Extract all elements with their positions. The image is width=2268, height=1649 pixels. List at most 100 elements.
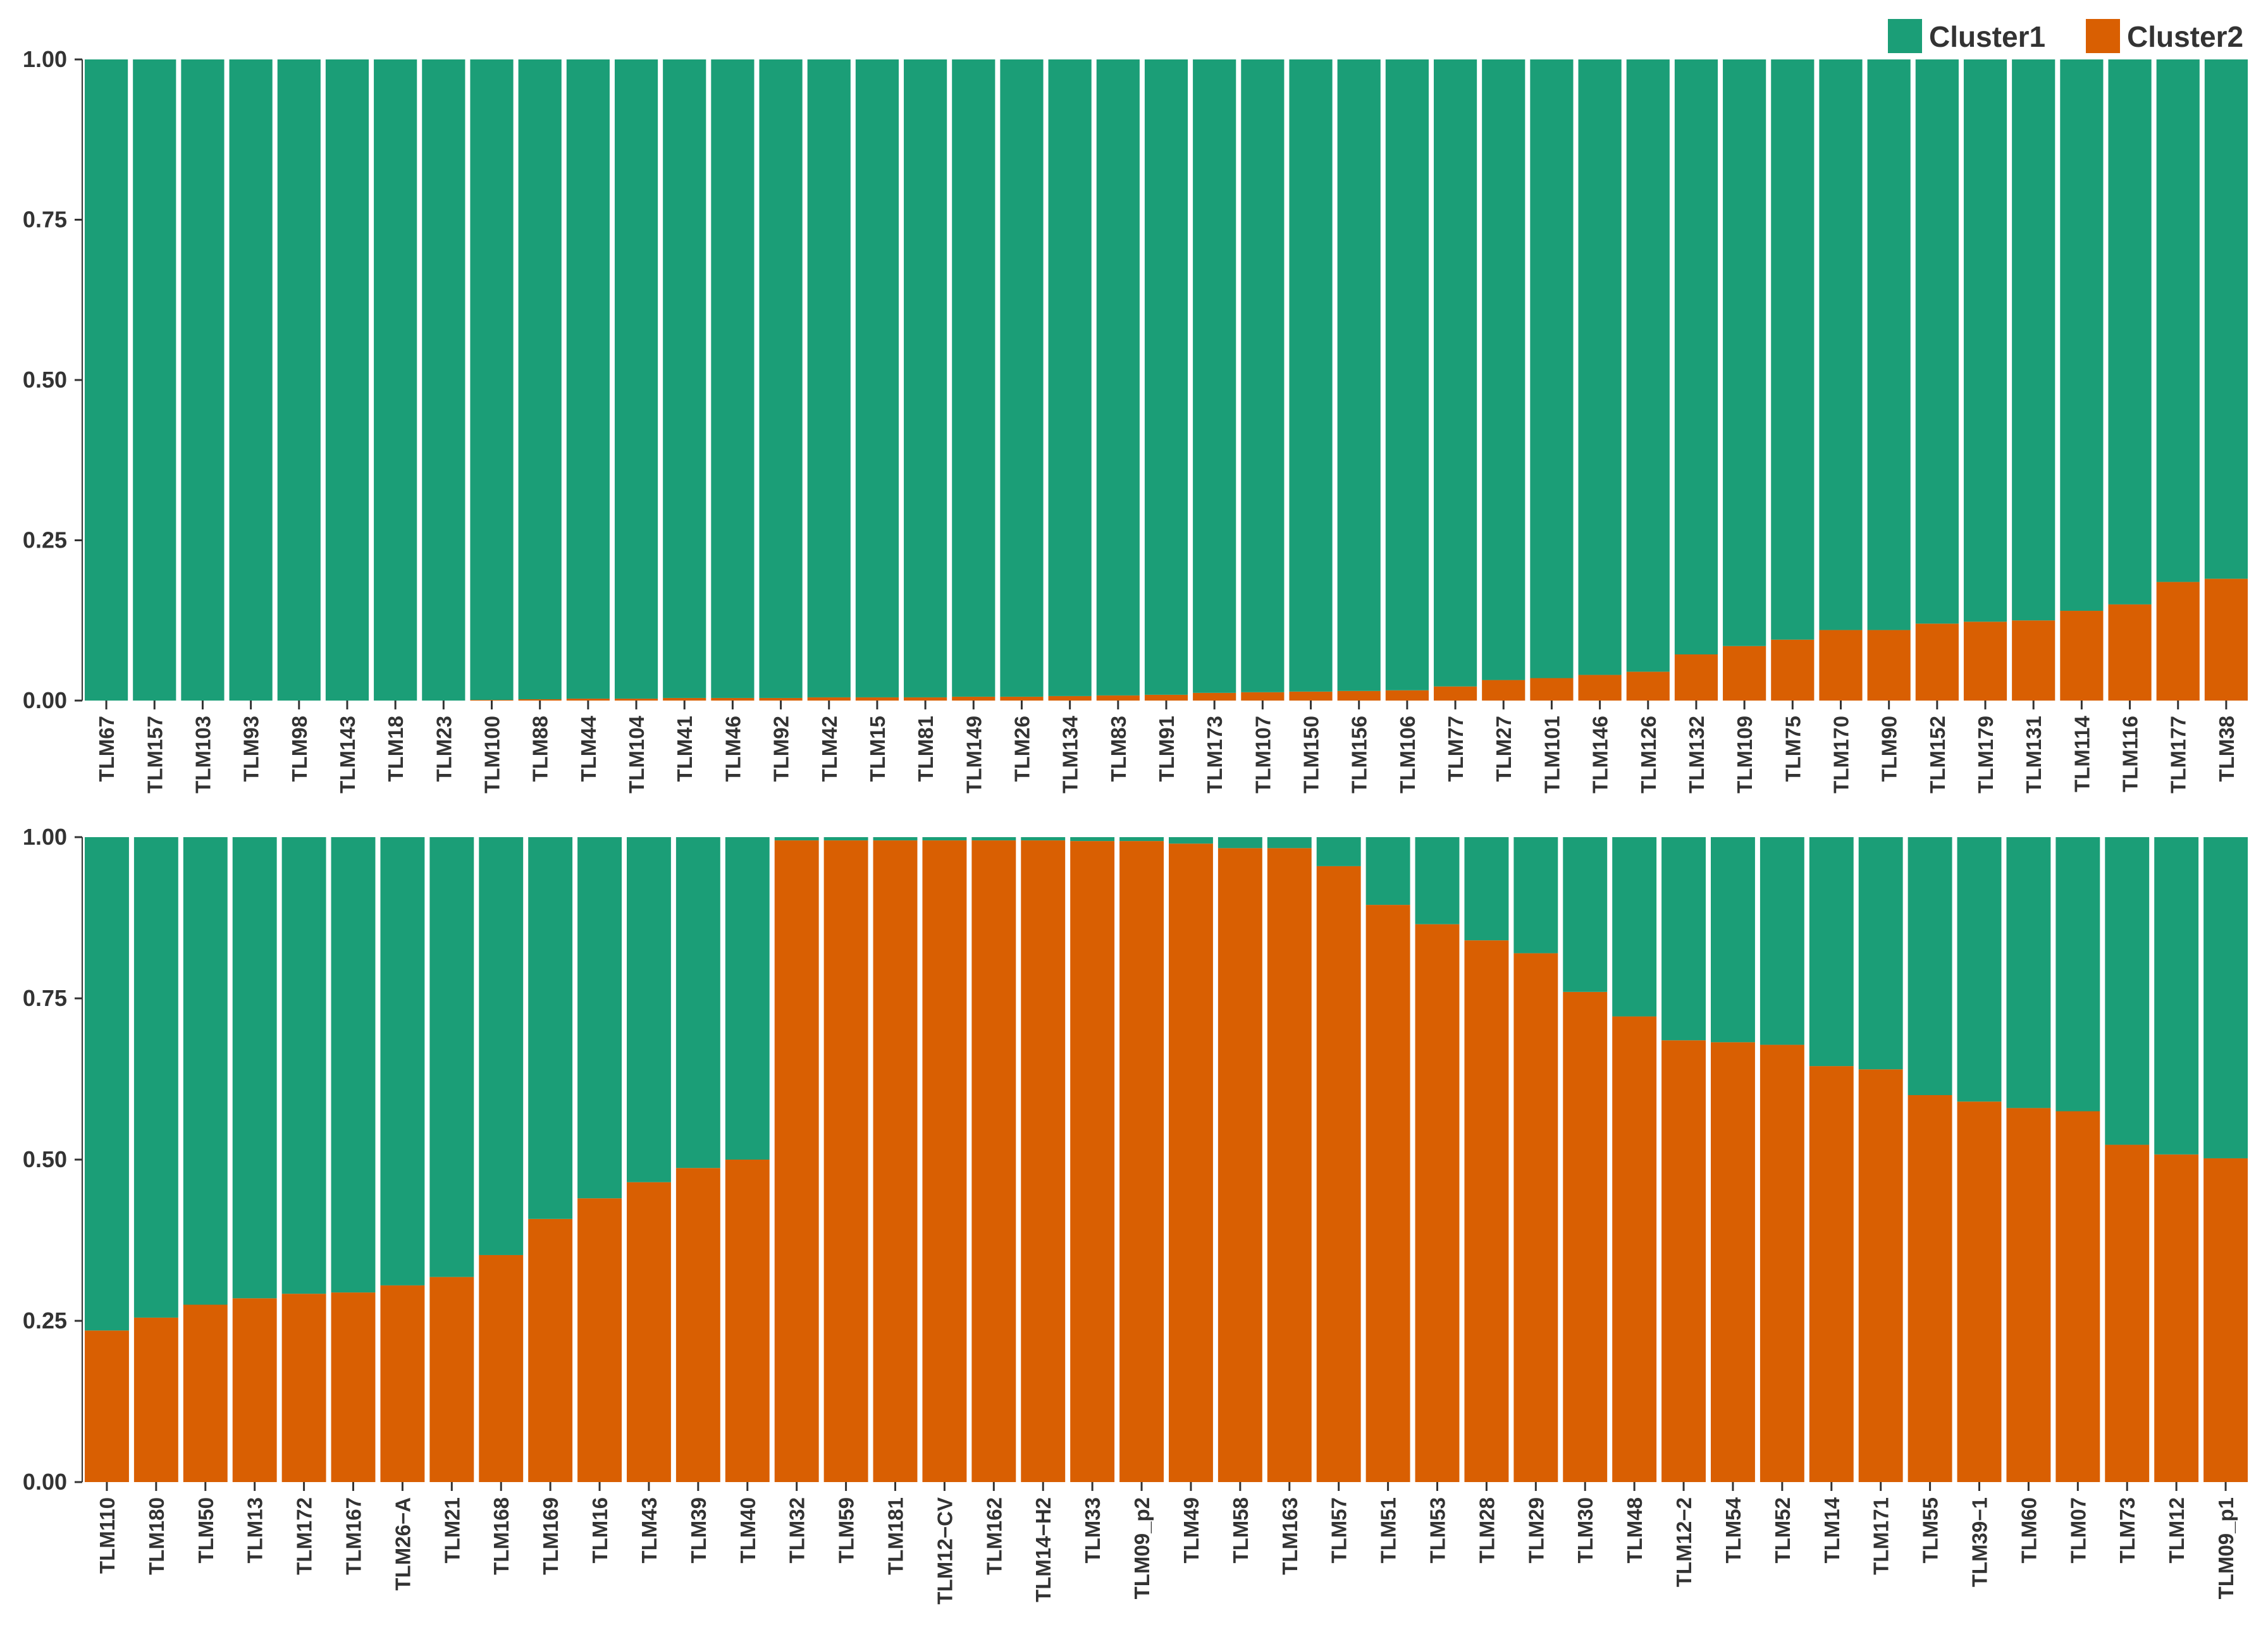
x-category-label: TLM18 [384,716,407,782]
x-category-label: TLM40 [736,1497,760,1564]
bar-segment-cluster2-TLM21 [429,1277,474,1482]
x-category-label: TLM49 [1180,1497,1203,1564]
bar-segment-cluster1-TLM100 [470,59,514,700]
x-category-label: TLM73 [2116,1497,2139,1564]
bar-segment-cluster1-TLM172 [281,837,326,1294]
x-category-label: TLM146 [1589,716,1612,794]
x-category-label: TLM179 [1974,716,1997,794]
bar-segment-cluster2-TLM07 [2055,1111,2100,1482]
x-category-label: TLM168 [490,1497,513,1575]
bar-segment-cluster2-TLM167 [331,1292,376,1482]
x-category-label: TLM150 [1300,716,1323,794]
bar-segment-cluster1-TLM48 [1612,837,1657,1017]
bar-segment-cluster2-TLM28 [1464,940,1509,1482]
bar-segment-cluster2-TLM77 [1433,686,1477,701]
bar-segment-cluster1-TLM39−1 [1957,837,2002,1102]
bar-segment-cluster1-TLM42 [807,59,851,697]
bar-segment-cluster1-TLM126 [1626,59,1670,672]
x-category-label: TLM43 [638,1497,661,1564]
bar-segment-cluster2-TLM156 [1337,690,1381,701]
bar-segment-cluster2-TLM51 [1365,905,1410,1482]
bar-segment-cluster1-TLM26 [1000,59,1044,697]
x-category-label: TLM181 [884,1497,908,1575]
x-category-label: TLM171 [1870,1497,1893,1575]
bar-segment-cluster1-TLM21 [429,837,474,1277]
x-category-label: TLM152 [1926,716,1949,794]
bar-segment-cluster2-TLM107 [1241,692,1285,701]
bar-segment-cluster2-TLM15 [855,697,899,701]
x-category-label: TLM51 [1377,1497,1400,1564]
bar-segment-cluster1-TLM98 [277,59,321,701]
x-category-label: TLM101 [1540,716,1563,794]
x-category-label: TLM32 [786,1497,809,1564]
x-category-label: TLM92 [770,716,793,782]
bar-segment-cluster2-TLM60 [2006,1108,2051,1482]
bar-segment-cluster1-TLM131 [2012,59,2055,621]
bar-segment-cluster1-TLM171 [1858,837,1903,1070]
bar-segment-cluster2-TLM126 [1626,671,1670,701]
x-category-label: TLM29 [1524,1497,1548,1564]
x-category-label: TLM07 [2066,1497,2090,1564]
bar-segment-cluster1-TLM50 [183,837,228,1305]
bar-segment-cluster1-TLM103 [181,59,225,701]
bar-segment-cluster2-TLM110 [85,1330,129,1482]
bar-segment-cluster1-TLM41 [663,59,706,698]
bar-segment-cluster2-TLM14 [1809,1066,1854,1482]
panel-top: 0.00 0.25 0.50 0.75 1.00 TLM67 TLM157 TLM103 TLM… [23,46,2248,794]
bar-segment-cluster2-TLM26 [1000,696,1044,701]
bar-segment-cluster1-TLM106 [1385,59,1429,690]
x-category-label: TLM172 [293,1497,316,1575]
bar-segment-cluster1-TLM110 [85,837,129,1331]
x-category-label: TLM46 [721,716,744,782]
bar-segment-cluster2-TLM13 [232,1298,277,1482]
x-category-label: TLM75 [1781,716,1804,782]
bar-segment-cluster1-TLM09_p2 [1119,837,1164,842]
bar-segment-cluster2-TLM152 [1915,623,1959,701]
bar-segment-cluster1-TLM07 [2055,837,2100,1112]
x-category-label: TLM26−A [391,1497,414,1591]
bar-segment-cluster2-TLM52 [1760,1045,1804,1482]
x-category-label: TLM14−H2 [1032,1497,1055,1602]
bar-segment-cluster1-TLM132 [1674,59,1718,654]
x-category-label: TLM30 [1574,1497,1597,1564]
bar-segment-cluster2-TLM132 [1674,654,1718,701]
bar-segment-cluster1-TLM156 [1337,59,1381,691]
x-category-label: TLM55 [1919,1497,1942,1564]
bar-segment-cluster1-TLM93 [229,59,273,701]
bar-segment-cluster1-TLM134 [1048,59,1092,696]
y-tick-label: 0.50 [23,1146,67,1172]
x-category-label: TLM12−CV [933,1497,956,1605]
x-category-label: TLM169 [539,1497,562,1575]
bar-segment-cluster1-TLM91 [1144,59,1188,695]
bar-segment-cluster1-TLM53 [1415,837,1460,924]
bar-segment-cluster1-TLM55 [1907,837,1952,1095]
bar-segment-cluster1-TLM114 [2060,59,2104,611]
x-category-label: TLM114 [2070,715,2093,792]
bar-segment-cluster1-TLM101 [1530,59,1574,678]
bar-segment-cluster1-TLM116 [2108,59,2152,604]
bar-segment-cluster1-TLM26−A [380,837,425,1285]
bar-segment-cluster1-TLM90 [1867,59,1911,630]
x-category-label: TLM100 [481,716,504,794]
bar-segment-cluster2-TLM181 [873,840,918,1482]
bar-segment-cluster2-TLM09_p2 [1119,841,1164,1482]
bar-segment-cluster2-TLM53 [1415,924,1460,1482]
bar-segment-cluster1-TLM12−CV [922,837,967,841]
bar-segment-cluster1-TLM39 [675,837,720,1168]
bar-segment-cluster2-TLM170 [1819,630,1863,701]
bar-segment-cluster1-TLM167 [331,837,376,1293]
x-category-label: TLM180 [145,1497,168,1575]
bar-segment-cluster2-TLM57 [1316,866,1361,1482]
x-category-label: TLM14 [1820,1497,1844,1563]
y-tick-label: 0.75 [23,207,67,233]
bar-segment-cluster2-TLM173 [1193,692,1236,701]
bar-segment-cluster2-TLM83 [1096,695,1140,701]
bar-segment-cluster2-TLM101 [1530,678,1574,701]
bar-segment-cluster2-TLM29 [1513,953,1558,1482]
bar-segment-cluster2-TLM59 [823,840,868,1482]
bar-segment-cluster2-TLM100 [470,699,514,701]
x-category-label: TLM93 [240,716,263,782]
x-category-label: TLM13 [243,1497,267,1564]
bar-segment-cluster1-TLM83 [1096,59,1140,696]
bar-segment-cluster2-TLM81 [904,697,947,701]
